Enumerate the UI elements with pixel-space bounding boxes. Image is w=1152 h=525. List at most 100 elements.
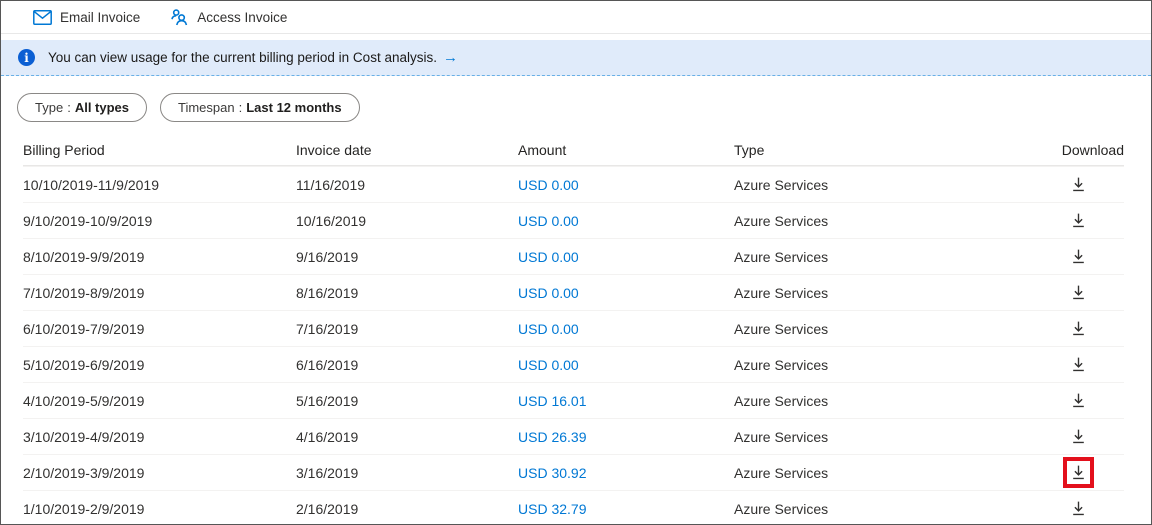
download-button[interactable] [1066,425,1090,449]
invoice-date-cell: 2/16/2019 [296,500,359,517]
amount-link[interactable]: USD 0.00 [518,212,579,229]
amount-link[interactable]: USD 32.79 [518,500,587,517]
type-cell: Azure Services [734,500,829,517]
filter-type-label: Type [35,100,64,115]
download-icon-wrapper [1066,317,1090,341]
type-cell: Azure Services [734,248,829,265]
download-button[interactable] [1066,281,1090,305]
amount-link[interactable]: USD 30.92 [518,464,587,481]
email-invoice-label: Email Invoice [60,9,141,25]
email-icon [33,9,52,25]
billing-period-cell: 9/10/2019-10/9/2019 [23,212,153,229]
download-icon-wrapper [1066,497,1090,521]
command-bar: Email Invoice Access Invoice [1,1,1151,34]
amount-link[interactable]: USD 0.00 [518,176,579,193]
amount-link[interactable]: USD 0.00 [518,356,579,373]
table-row: 5/10/2019-6/9/2019 6/16/2019 USD 0.00 Az… [23,346,1124,382]
invoice-date-cell: 9/16/2019 [296,248,359,265]
type-cell: Azure Services [734,320,829,337]
download-button[interactable] [1066,173,1090,197]
download-icon [1070,464,1087,481]
invoice-date-cell: 5/16/2019 [296,392,359,409]
table-row: 10/10/2019-11/9/2019 11/16/2019 USD 0.00… [23,166,1124,202]
type-cell: Azure Services [734,428,829,445]
info-icon: i [18,49,35,66]
invoice-date-cell: 6/16/2019 [296,356,359,373]
type-cell: Azure Services [734,212,829,229]
access-invoice-button[interactable]: Access Invoice [168,4,289,30]
download-button[interactable] [1066,209,1090,233]
table-row: 7/10/2019-8/9/2019 8/16/2019 USD 0.00 Az… [23,274,1124,310]
column-header-amount[interactable]: Amount [518,141,567,158]
download-icon [1070,392,1087,409]
column-header-type[interactable]: Type [734,141,765,158]
invoice-date-cell: 4/16/2019 [296,428,359,445]
download-icon-wrapper [1062,457,1094,488]
download-icon-wrapper [1066,389,1090,413]
arrow-right-icon[interactable]: → [442,49,458,66]
column-header-billing-period[interactable]: Billing Period [23,141,105,158]
email-invoice-button[interactable]: Email Invoice [31,6,142,29]
invoice-date-cell: 10/16/2019 [296,212,367,229]
download-button[interactable] [1066,245,1090,269]
download-button[interactable] [1066,353,1090,377]
billing-period-cell: 5/10/2019-6/9/2019 [23,356,145,373]
filter-timespan-value: Last 12 months [246,100,342,115]
amount-link[interactable]: USD 16.01 [518,392,587,409]
filter-separator: : [238,100,243,115]
filter-timespan-label: Timespan [178,100,235,115]
download-icon [1070,500,1087,517]
table-body: 10/10/2019-11/9/2019 11/16/2019 USD 0.00… [23,166,1124,524]
access-invoice-label: Access Invoice [197,9,288,25]
download-button[interactable] [1066,497,1090,521]
table-row: 4/10/2019-5/9/2019 5/16/2019 USD 16.01 A… [23,382,1124,418]
amount-link[interactable]: USD 26.39 [518,428,587,445]
filter-timespan-pill[interactable]: Timespan : Last 12 months [160,93,360,122]
download-button[interactable] [1067,461,1090,485]
info-banner[interactable]: i You can view usage for the current bil… [1,40,1151,76]
table-row: 9/10/2019-10/9/2019 10/16/2019 USD 0.00 … [23,202,1124,238]
billing-period-cell: 6/10/2019-7/9/2019 [23,320,145,337]
billing-period-cell: 1/10/2019-2/9/2019 [23,500,145,517]
download-icon [1070,212,1087,229]
download-icon [1070,428,1087,445]
filter-type-value: All types [74,100,129,115]
download-icon-wrapper [1066,425,1090,449]
table-row: 2/10/2019-3/9/2019 3/16/2019 USD 30.92 A… [23,454,1124,490]
download-icon [1070,248,1087,265]
table-header-row: Billing Period Invoice date Amount Type … [23,134,1124,166]
download-icon [1070,356,1087,373]
filter-type-pill[interactable]: Type : All types [17,93,147,122]
download-icon-wrapper [1066,245,1090,269]
billing-period-cell: 7/10/2019-8/9/2019 [23,284,145,301]
download-button[interactable] [1066,389,1090,413]
download-icon-wrapper [1066,353,1090,377]
download-icon-wrapper [1066,281,1090,305]
banner-message: You can view usage for the current billi… [48,50,437,65]
download-icon [1070,176,1087,193]
download-icon [1070,284,1087,301]
invoice-date-cell: 11/16/2019 [296,176,366,193]
download-button[interactable] [1066,317,1090,341]
table-row: 1/10/2019-2/9/2019 2/16/2019 USD 32.79 A… [23,490,1124,524]
type-cell: Azure Services [734,284,829,301]
invoice-date-cell: 8/16/2019 [296,284,359,301]
type-cell: Azure Services [734,392,829,409]
billing-period-cell: 10/10/2019-11/9/2019 [23,176,159,193]
download-icon-wrapper [1066,173,1090,197]
invoice-date-cell: 3/16/2019 [296,464,359,481]
filter-bar: Type : All types Timespan : Last 12 mont… [17,93,1151,122]
billing-period-cell: 4/10/2019-5/9/2019 [23,392,145,409]
type-cell: Azure Services [734,176,829,193]
people-icon [170,8,189,26]
table-row: 6/10/2019-7/9/2019 7/16/2019 USD 0.00 Az… [23,310,1124,346]
amount-link[interactable]: USD 0.00 [518,248,579,265]
amount-link[interactable]: USD 0.00 [518,284,579,301]
column-header-invoice-date[interactable]: Invoice date [296,141,372,158]
billing-period-cell: 3/10/2019-4/9/2019 [23,428,145,445]
type-cell: Azure Services [734,464,829,481]
download-icon-wrapper [1066,209,1090,233]
amount-link[interactable]: USD 0.00 [518,320,579,337]
column-header-download: Download [1061,141,1124,158]
